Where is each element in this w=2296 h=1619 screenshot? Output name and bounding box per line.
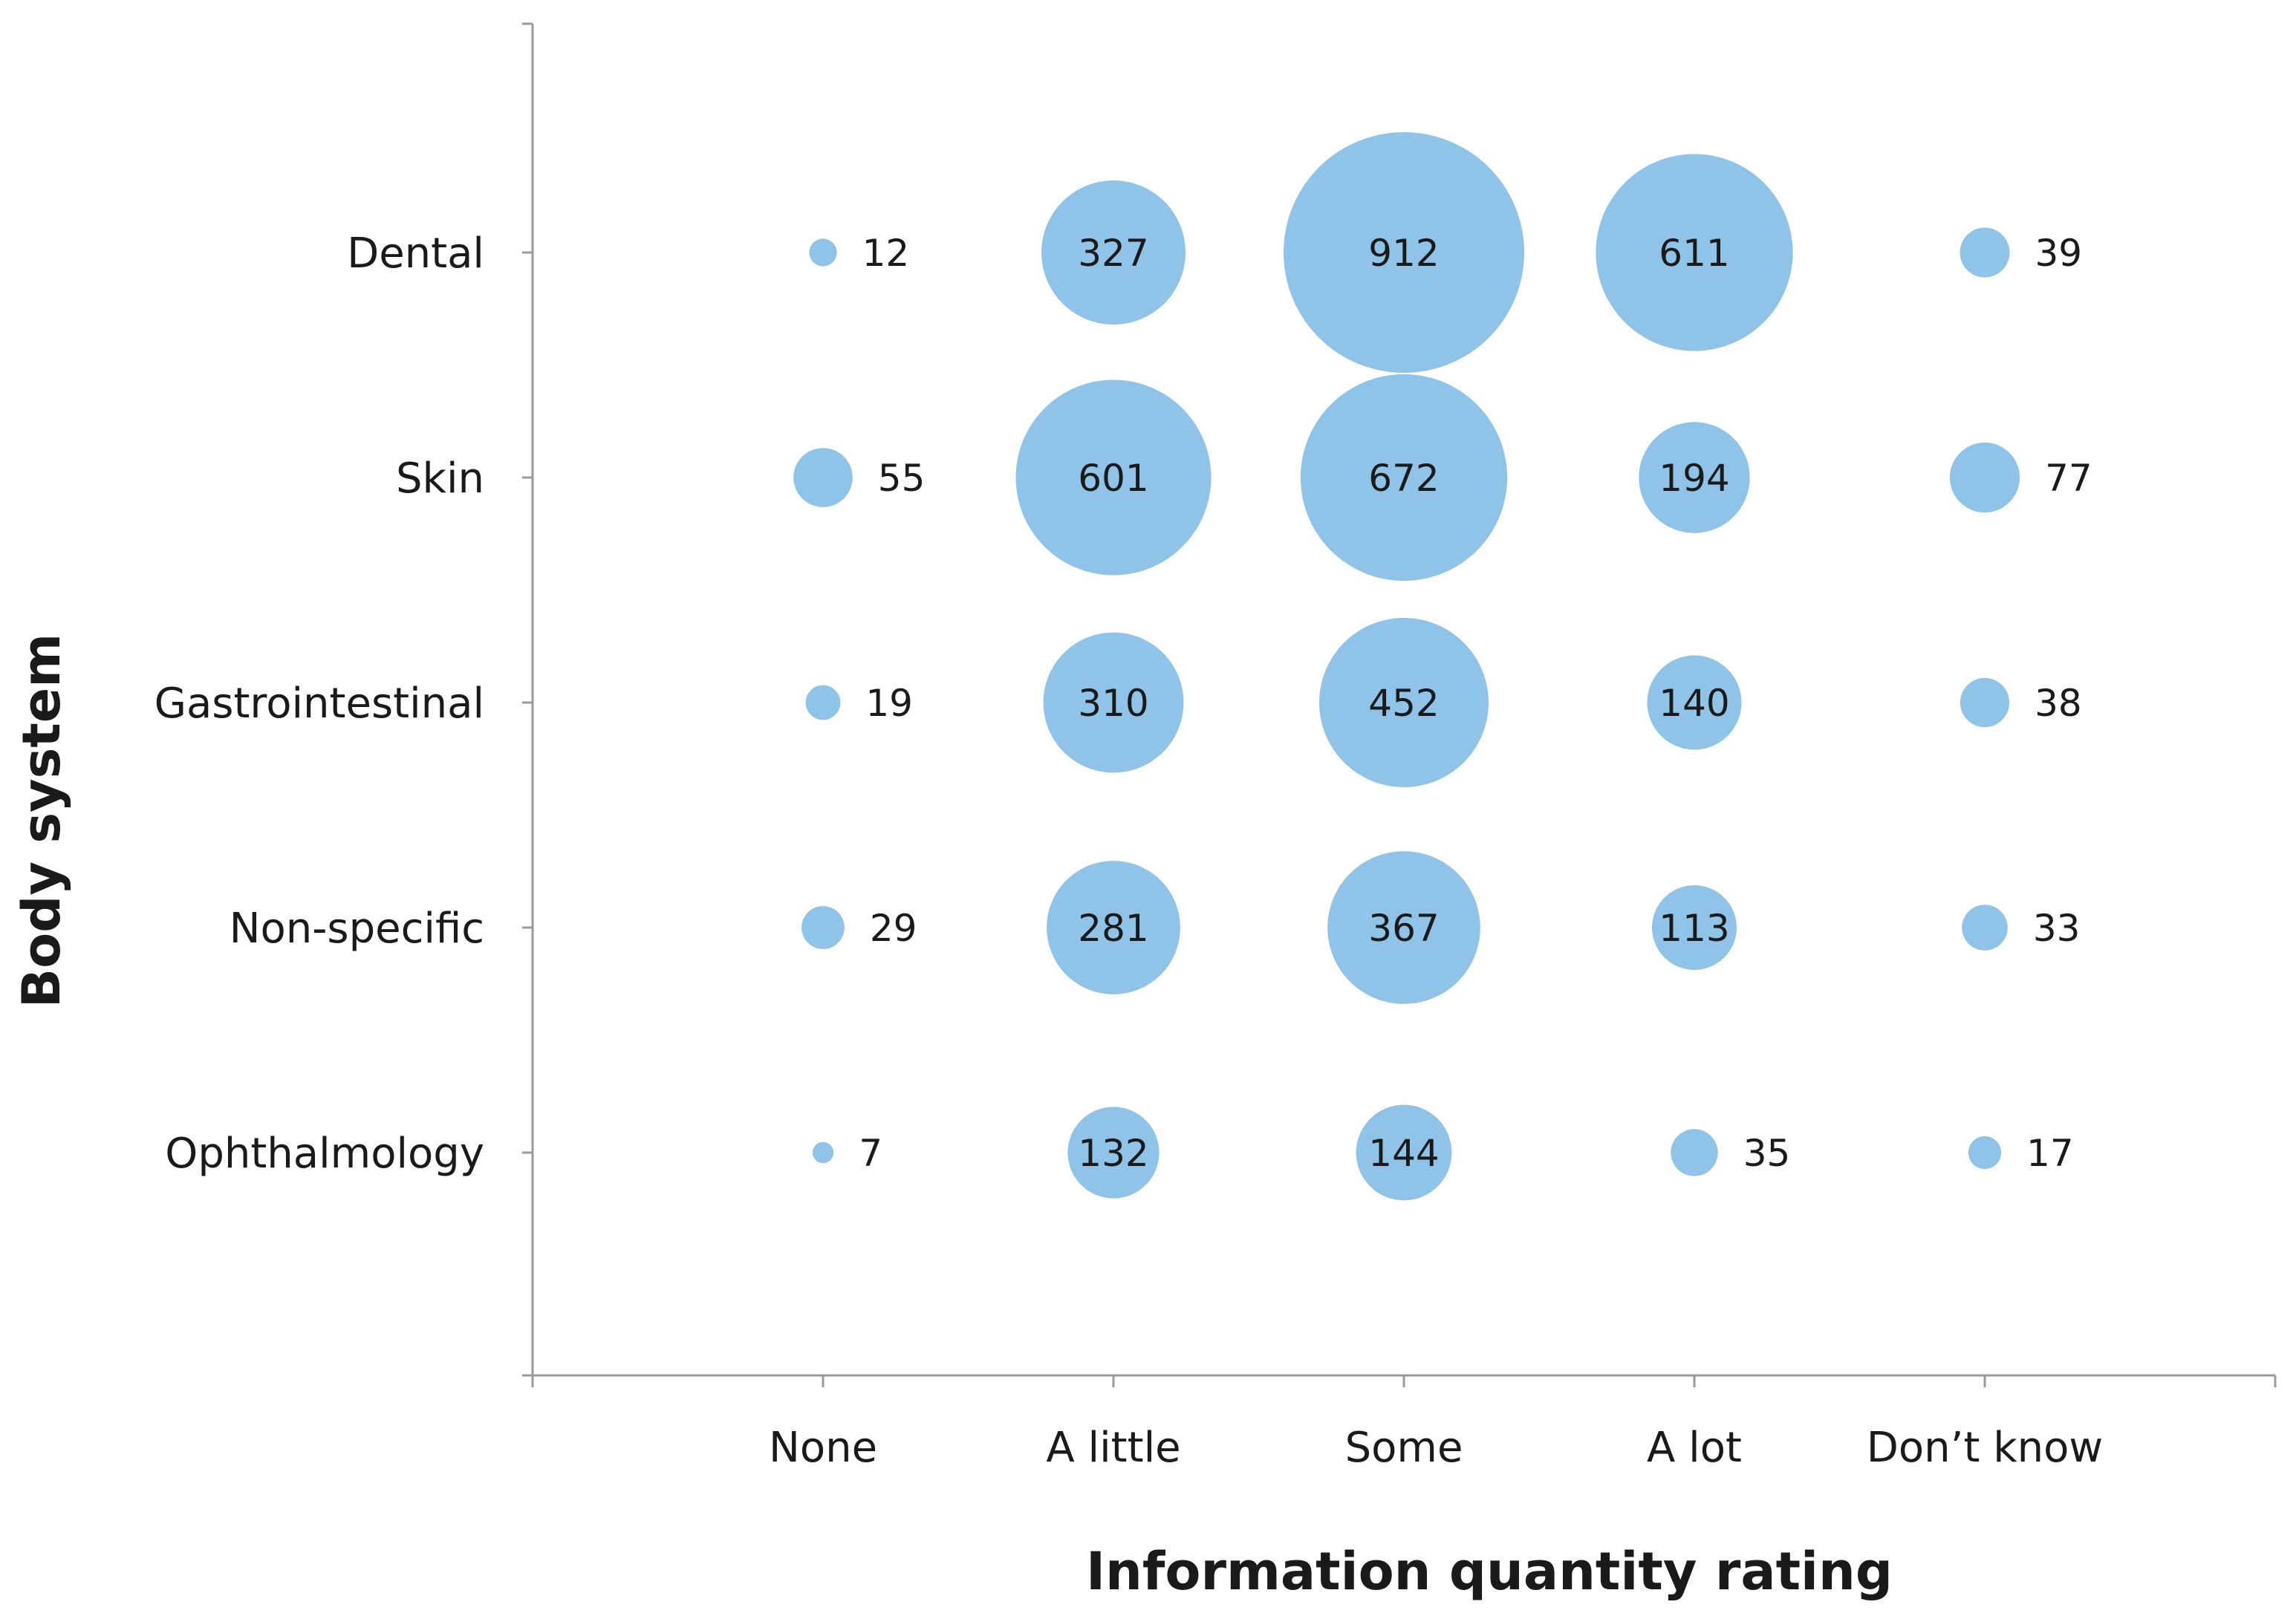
- y-tick-label-skin: Skin: [396, 455, 484, 503]
- y-tick-label-gastrointestinal: Gastrointestinal: [155, 680, 484, 728]
- x-tick-label-don-t-know: Don’t know: [1867, 1424, 2103, 1472]
- bubble-non-specific-don-t-know: [1962, 905, 2008, 951]
- bubble-non-specific-a-little: [1047, 861, 1180, 994]
- data-label: 17: [2026, 1132, 2074, 1175]
- data-label: 310: [1078, 682, 1148, 725]
- data-label: 611: [1659, 232, 1729, 275]
- bubble-dental-don-t-know: [1960, 227, 2010, 278]
- y-tick-label-ophthalmology: Ophthalmology: [165, 1130, 484, 1178]
- data-label: 452: [1368, 682, 1439, 725]
- bubble-dental-some: [1284, 132, 1524, 373]
- bubble-skin-a-little: [1015, 379, 1212, 576]
- bubble-ophthalmology-some: [1356, 1104, 1452, 1201]
- bubble-ophthalmology-don-t-know: [1968, 1136, 2002, 1170]
- bubble-ophthalmology-none: [812, 1141, 834, 1164]
- data-label: 367: [1368, 907, 1439, 950]
- bubble-skin-don-t-know: [1949, 442, 2020, 513]
- data-label: 38: [2035, 682, 2082, 725]
- data-label: 132: [1078, 1132, 1148, 1175]
- data-label: 33: [2033, 907, 2081, 950]
- data-label: 113: [1659, 907, 1729, 950]
- bubble-dental-none: [809, 238, 837, 267]
- bubble-gastrointestinal-some: [1319, 618, 1489, 787]
- data-label: 194: [1659, 457, 1729, 500]
- data-label: 77: [2045, 457, 2092, 500]
- bubble-ophthalmology-a-little: [1067, 1107, 1160, 1199]
- bubble-skin-none: [793, 448, 853, 507]
- bubble-non-specific-some: [1327, 851, 1480, 1004]
- y-axis-title: Body system: [11, 633, 72, 1008]
- data-label: 29: [870, 907, 917, 950]
- bubble-gastrointestinal-a-little: [1043, 632, 1184, 773]
- x-tick-label-a-lot: A lot: [1647, 1424, 1742, 1472]
- value-labels: 12 327 912 611 39 55 601 672 194 77 19 310 452 140 38 2…: [859, 232, 2092, 1175]
- y-tick-labels: Dental Skin Gastrointestinal Non-specific Op…: [155, 229, 484, 1178]
- bubble-skin-a-lot: [1639, 422, 1750, 533]
- x-axis-title: Information quantity rating: [1086, 1541, 1893, 1602]
- data-label: 601: [1078, 457, 1148, 500]
- bubble-gastrointestinal-none: [805, 685, 841, 720]
- bubbles: [793, 132, 2020, 1201]
- y-tick-label-dental: Dental: [347, 229, 484, 278]
- bubble-gastrointestinal-don-t-know: [1960, 677, 2010, 728]
- x-tick-label-some: Some: [1345, 1424, 1463, 1472]
- data-label: 55: [878, 457, 926, 500]
- data-label: 672: [1368, 457, 1439, 500]
- data-label: 144: [1368, 1132, 1439, 1175]
- bubble-gastrointestinal-a-lot: [1647, 655, 1742, 750]
- x-tick-label-none: None: [769, 1424, 877, 1472]
- bubble-non-specific-a-lot: [1652, 885, 1737, 970]
- data-label: 327: [1078, 232, 1148, 275]
- bubble-ophthalmology-a-lot: [1671, 1129, 1718, 1176]
- data-label: 39: [2035, 232, 2083, 275]
- bubble-skin-some: [1300, 374, 1508, 582]
- data-label: 912: [1368, 232, 1439, 275]
- x-tick-label-a-little: A little: [1046, 1424, 1180, 1472]
- data-label: 281: [1078, 907, 1148, 950]
- ticks: [522, 22, 2277, 1387]
- bubble-non-specific-none: [801, 906, 845, 949]
- data-label: 140: [1659, 682, 1729, 725]
- x-tick-labels: None A little Some A lot Don’t know: [769, 1424, 2103, 1472]
- y-tick-label-non-specific: Non-specific: [230, 905, 484, 953]
- data-label: 19: [865, 682, 913, 725]
- bubble-dental-a-little: [1041, 180, 1186, 325]
- axes: [522, 24, 2275, 1377]
- bubble-dental-a-lot: [1596, 154, 1793, 351]
- data-label: 35: [1743, 1132, 1791, 1175]
- data-label: 7: [859, 1132, 882, 1175]
- data-label: 12: [862, 232, 910, 275]
